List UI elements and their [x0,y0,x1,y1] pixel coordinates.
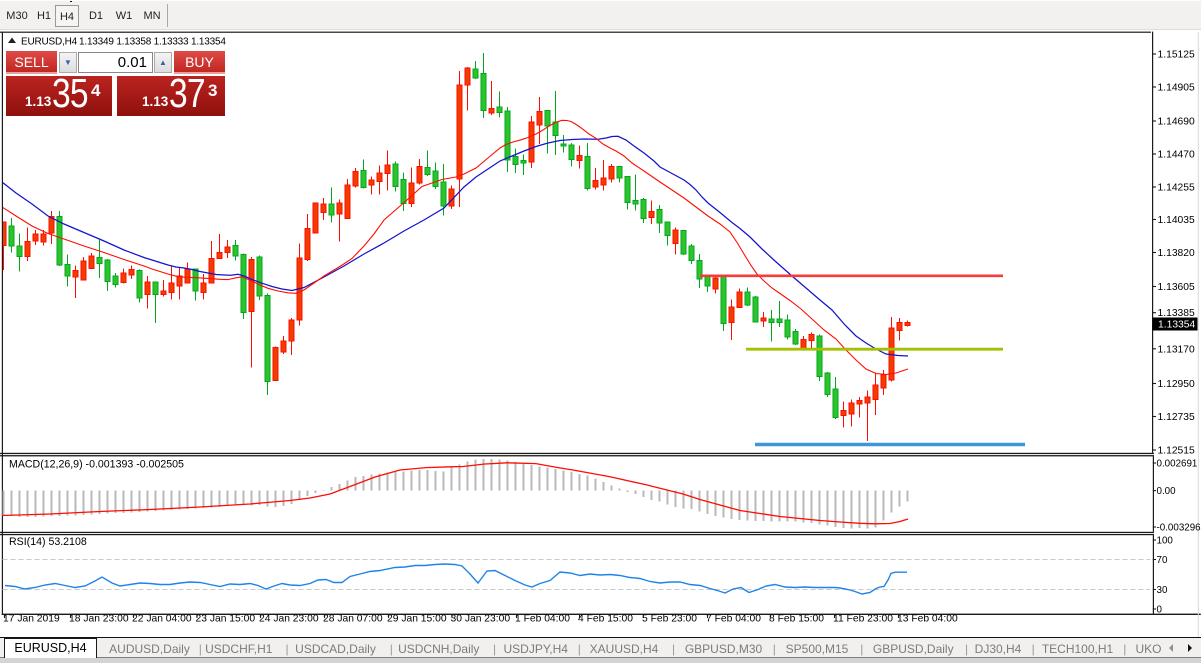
svg-text:18 Jan 23:00: 18 Jan 23:00 [69,614,129,625]
svg-text:5 Feb 23:00: 5 Feb 23:00 [642,614,697,625]
svg-text:4 Feb 15:00: 4 Feb 15:00 [578,614,633,625]
svg-text:22 Jan 04:00: 22 Jan 04:00 [132,614,192,625]
svg-text:1.14905: 1.14905 [1158,83,1195,94]
svg-text:24 Jan 23:00: 24 Jan 23:00 [259,614,319,625]
svg-text:30 Jan 23:00: 30 Jan 23:00 [451,614,511,625]
svg-text:29 Jan 15:00: 29 Jan 15:00 [387,614,447,625]
svg-text:100: 100 [1157,536,1174,547]
svg-text:28 Jan 07:00: 28 Jan 07:00 [323,614,383,625]
svg-text:8 Feb 15:00: 8 Feb 15:00 [769,614,824,625]
svg-text:0.002691: 0.002691 [1157,459,1198,470]
svg-text:1.13349 1.13358 1.13333 1.1335: 1.13349 1.13358 1.13333 1.13354 [79,37,226,48]
svg-text:17 Jan 2019: 17 Jan 2019 [3,614,60,625]
svg-text:1.14470: 1.14470 [1158,150,1195,161]
svg-text:MACD(12,26,9) -0.001393 -0.002: MACD(12,26,9) -0.001393 -0.002505 [9,459,184,471]
svg-text:1.14035: 1.14035 [1158,215,1195,226]
svg-text:1.13170: 1.13170 [1158,344,1195,355]
svg-text:1 Feb 04:00: 1 Feb 04:00 [515,614,570,625]
svg-text:-0.003296: -0.003296 [1157,523,1201,534]
svg-text:7 Feb 04:00: 7 Feb 04:00 [706,614,761,625]
svg-text:RSI(14) 53.2108: RSI(14) 53.2108 [9,536,87,548]
svg-text:13 Feb 04:00: 13 Feb 04:00 [897,614,958,625]
svg-text:1.12515: 1.12515 [1158,446,1195,457]
svg-text:EURUSD,H4: EURUSD,H4 [21,37,78,48]
svg-text:30: 30 [1157,585,1168,596]
svg-text:23 Jan 15:00: 23 Jan 15:00 [196,614,256,625]
svg-text:1.14690: 1.14690 [1158,117,1195,128]
svg-text:1.13605: 1.13605 [1158,282,1195,293]
svg-text:11 Feb 23:00: 11 Feb 23:00 [833,614,893,625]
svg-text:1.15125: 1.15125 [1158,50,1195,61]
svg-text:1.12735: 1.12735 [1158,412,1195,423]
svg-text:1.12950: 1.12950 [1158,379,1195,390]
svg-text:0.00: 0.00 [1157,486,1177,497]
svg-text:70: 70 [1157,555,1168,566]
svg-text:1.13354: 1.13354 [1158,320,1195,331]
svg-text:1.14255: 1.14255 [1158,183,1195,194]
svg-text:1.13820: 1.13820 [1158,248,1195,259]
svg-text:1.13385: 1.13385 [1158,308,1195,319]
svg-text:0: 0 [1157,605,1163,616]
